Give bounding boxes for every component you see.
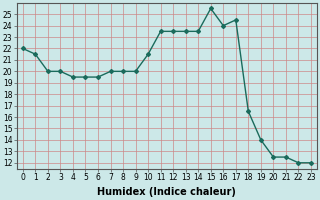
X-axis label: Humidex (Indice chaleur): Humidex (Indice chaleur) [98, 187, 236, 197]
